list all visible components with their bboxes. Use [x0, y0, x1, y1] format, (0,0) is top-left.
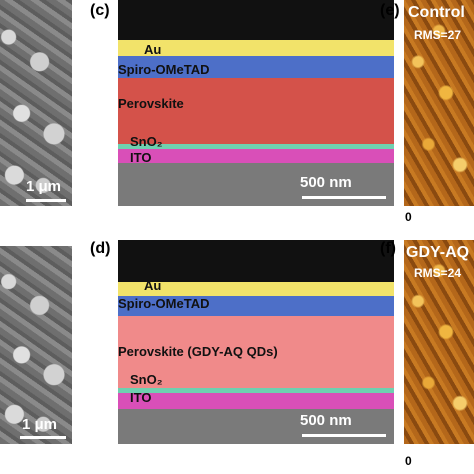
afm-rms-gdy-aq: RMS=24 — [414, 266, 462, 280]
perovskite-label-c: Perovskite — [118, 96, 184, 111]
afm-title-control: Control — [408, 4, 465, 21]
scale-label-b: 1 μm — [22, 416, 58, 433]
perovskite-layer-c — [118, 78, 394, 144]
spiro-label-d: Spiro-OMeTAD — [118, 296, 210, 311]
scale-bar-d — [302, 434, 386, 437]
perovskite-label-d: Perovskite (GDY-AQ QDs) — [118, 344, 278, 359]
scale-bar-c — [302, 196, 386, 199]
panel-label-f: (f) — [380, 240, 396, 257]
cross-section-c: Au Spiro-OMeTAD Perovskite SnO₂ ITO 500 … — [118, 0, 394, 206]
sno2-layer-d — [118, 388, 394, 393]
au-label-c: Au — [144, 42, 162, 57]
perovskite-layer-d — [118, 316, 394, 388]
au-label-d: Au — [144, 278, 162, 293]
glass-layer-c — [118, 163, 394, 206]
afm-title-gdy-aq: GDY-AQ — [406, 244, 470, 261]
sem-image-a: 1 μm — [0, 0, 72, 206]
spiro-label-c: Spiro-OMeTAD — [118, 62, 210, 77]
au-layer-c — [118, 40, 394, 56]
spiro-layer-c — [118, 56, 394, 78]
scale-label-a: 1 μm — [26, 178, 62, 195]
sno2-label-d: SnO₂ — [130, 372, 163, 387]
au-layer-d — [118, 282, 394, 296]
afm-zero-e: 0 — [405, 210, 412, 224]
panel-label-c: (c) — [90, 2, 110, 19]
afm-zero-f: 0 — [405, 454, 412, 468]
glass-layer-d — [118, 409, 394, 444]
afm-image-gdy-aq: GDY-AQ RMS=24 — [404, 240, 474, 444]
scale-bar-b — [20, 436, 66, 439]
spiro-layer-d — [118, 296, 394, 316]
scale-bar-a — [26, 199, 66, 202]
sno2-layer-c — [118, 144, 394, 149]
scale-label-c: 500 nm — [300, 174, 352, 191]
ito-label-c: ITO — [130, 150, 152, 165]
ito-layer-c — [118, 149, 394, 163]
sem-image-b: 1 μm — [0, 246, 72, 444]
panel-label-d: (d) — [90, 240, 111, 257]
scale-label-d: 500 nm — [300, 412, 352, 429]
ito-layer-d — [118, 393, 394, 409]
afm-image-control: Control RMS=27 — [404, 0, 474, 206]
afm-rms-control: RMS=27 — [414, 28, 462, 42]
ito-label-d: ITO — [130, 390, 152, 405]
cross-section-d: Au Spiro-OMeTAD Perovskite (GDY-AQ QDs) … — [118, 240, 394, 444]
sno2-label-c: SnO₂ — [130, 134, 163, 149]
panel-label-e: (e) — [380, 2, 400, 19]
